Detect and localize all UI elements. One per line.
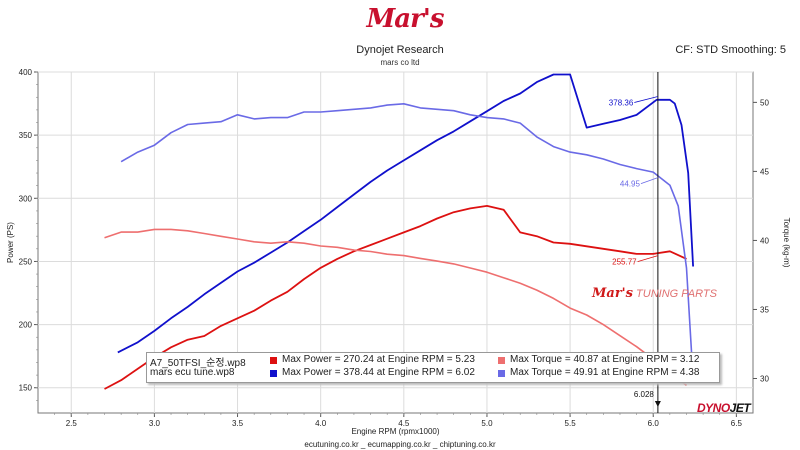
annotation-leader — [634, 96, 658, 103]
x-tick-label: 6.5 — [731, 419, 743, 428]
legend-swatch-stock-power — [270, 357, 277, 364]
y-tick-label: 200 — [19, 321, 33, 330]
correction-factor-label: CF: STD Smoothing: 5 — [675, 44, 786, 56]
legend-file-stock: A7_50TFSI_순정.wp8 — [150, 358, 246, 369]
y2-tick-label: 30 — [760, 374, 769, 383]
y-tick-label: 400 — [19, 68, 33, 77]
x-tick-label: 2.5 — [66, 419, 78, 428]
y2-axis-label: Torque (kg-m) — [782, 218, 791, 268]
x-tick-label: 4.0 — [315, 419, 327, 428]
legend-file-tune: mars ecu tune.wp8 — [150, 367, 235, 378]
chart-subtitle: mars co ltd — [380, 58, 420, 67]
value-annotation: 44.95 — [620, 180, 641, 189]
watermark: Mar's TUNING PARTS — [592, 286, 717, 301]
x-tick-label: 5.0 — [481, 419, 493, 428]
rpm-cursor-label: 6.028 — [634, 390, 655, 399]
legend-power-tune: Max Power = 378.44 at Engine RPM = 6.02 — [282, 367, 475, 378]
dynojet-logo-b: JET — [729, 401, 751, 415]
y2-tick-label: 50 — [760, 98, 769, 107]
series-line-2 — [120, 103, 694, 379]
y-tick-label: 150 — [19, 384, 33, 393]
series-line-3 — [104, 228, 687, 387]
dynojet-logo-a: DYNO — [697, 401, 730, 415]
annotation-leader — [637, 255, 659, 262]
footer-text: ecutuning.co.kr _ ecumapping.co.kr _ chi… — [304, 440, 496, 449]
dynojet-logo: DYNOJET — [697, 401, 751, 415]
rpm-cursor-arrow — [654, 401, 661, 407]
legend-torque-stock: Max Torque = 40.87 at Engine RPM = 3.12 — [510, 354, 700, 365]
legend-swatch-tune-torque — [498, 370, 505, 377]
y-tick-label: 300 — [19, 194, 33, 203]
series-line-1 — [104, 204, 687, 390]
y2-tick-label: 45 — [760, 167, 769, 176]
series-line-0 — [117, 73, 694, 354]
x-tick-label: 6.0 — [648, 419, 660, 428]
legend-power-stock: Max Power = 270.24 at Engine RPM = 5.23 — [282, 354, 475, 365]
y2-tick-label: 35 — [760, 305, 769, 314]
legend-torque-tune: Max Torque = 49.91 at Engine RPM = 4.38 — [510, 367, 700, 378]
y2-tick-label: 40 — [760, 236, 769, 245]
x-tick-label: 5.5 — [565, 419, 577, 428]
x-axis-label: Engine RPM (rpmx1000) — [351, 427, 439, 436]
legend-swatch-tune-power — [270, 370, 277, 377]
legend-swatch-stock-torque — [498, 357, 505, 364]
mars-logo: Mar's — [366, 4, 445, 34]
x-tick-label: 3.5 — [232, 419, 244, 428]
legend-box: A7_50TFSI_순정.wp8 Max Power = 270.24 at E… — [146, 352, 720, 383]
watermark-text: TUNING PARTS — [636, 288, 717, 300]
value-annotation: 255.77 — [612, 258, 637, 267]
y-tick-label: 350 — [19, 131, 33, 140]
x-tick-label: 3.0 — [149, 419, 161, 428]
annotation-leader — [640, 177, 659, 184]
chart-title: Dynojet Research — [356, 44, 444, 56]
x-tick-label: 4.5 — [398, 419, 410, 428]
y-axis-label: Power (PS) — [6, 222, 15, 263]
watermark-brand: Mar's — [592, 286, 633, 301]
value-annotation: 378.36 — [609, 98, 634, 107]
y-tick-label: 250 — [19, 257, 33, 266]
